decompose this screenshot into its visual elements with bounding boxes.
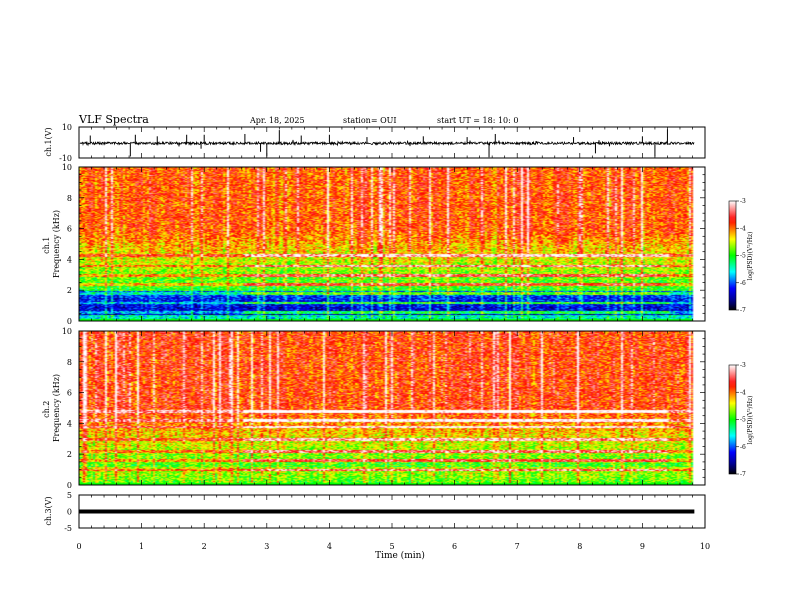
time-axis-ticklabels: 0 1 2 3 4 5 6 7 8 9 10	[76, 542, 710, 551]
ch2-colorbar-ticks: -3 -4 -5 -6 -7	[736, 362, 746, 478]
ch2-ylabel-line1: ch.2	[42, 401, 51, 418]
ch1-ylabel-line1: ch.1	[42, 237, 51, 254]
ch2-colorbar: -3 -4 -5 -6 -7 log(PSD)(V²/Hz)	[728, 362, 754, 478]
colorbar-tick-label-3: -6	[740, 280, 746, 287]
colorbar-tick-label-2: -5	[740, 417, 746, 424]
figure-title: VLF Spectra	[78, 113, 149, 126]
station-label: station= OUI	[343, 116, 397, 125]
x-tick-label-8: 8	[577, 542, 582, 551]
ch1-ytick-6: 6	[67, 225, 72, 234]
ch1-spectrogram-panel: 0 2 4 6 8 10 ch.1 Frequency (kHz)	[42, 163, 706, 326]
ch1-ytick-0: 0	[67, 317, 72, 326]
x-tick-label-1: 1	[139, 542, 144, 551]
ch2-ytick-6: 6	[67, 389, 72, 398]
x-tick-label-10: 10	[700, 542, 710, 551]
ch2-colorbar-scale	[728, 364, 737, 475]
colorbar-tick-label-1: -4	[740, 225, 746, 232]
ch1-ytick-bottom: -10	[59, 154, 72, 163]
ch2-spectrogram-panel: 0 2 4 6 8 10 ch.2 Frequency (kHz)	[42, 327, 706, 490]
ch1-waveform-trace	[79, 139, 695, 147]
ch3-waveform-panel: 5 0 -5 ch.3(V) 0 1 2 3 4 5 6 7 8 9 10 Time (min)	[44, 491, 710, 561]
x-tick-label-6: 6	[452, 542, 457, 551]
ch2-spectrogram-xticks	[78, 331, 706, 485]
time-axis-label: Time (min)	[375, 550, 425, 561]
x-tick-label-0: 0	[76, 542, 81, 551]
colorbar-tick-label-4: -7	[740, 307, 746, 314]
ch1-ytick-top: 10	[62, 123, 72, 132]
ch1-colorbar-ticks: -3 -4 -5 -6 -7	[736, 198, 746, 314]
ch1-colorbar: -3 -4 -5 -6 -7 log(PSD)(V²/Hz)	[728, 198, 754, 314]
ch2-ylabel-line2: Frequency (kHz)	[52, 374, 61, 442]
ch3-ytick-mid: 0	[67, 508, 72, 517]
ch1-spectrogram-ylabel: ch.1 Frequency (kHz)	[42, 210, 61, 278]
ch1-spectrogram-xticks	[78, 167, 706, 321]
ch2-ytick-4: 4	[67, 419, 72, 428]
ch1-waveform-panel: 10 -10 ch.1(V)	[44, 123, 706, 163]
ch2-colorbar-label: log(PSD)(V²/Hz)	[747, 396, 754, 445]
colorbar-tick-label-1: -4	[740, 389, 746, 396]
x-tick-label-3: 3	[264, 542, 269, 551]
x-tick-label-5: 5	[389, 542, 394, 551]
start-time-label: start UT = 18: 10: 0	[437, 116, 518, 125]
ch3-ytick-bottom: -5	[64, 524, 72, 533]
colorbar-tick-label-3: -6	[740, 444, 746, 451]
ch1-ytick-2: 2	[67, 286, 72, 295]
ch1-spectrogram-image	[79, 167, 705, 321]
ch1-ytick-8: 8	[67, 194, 72, 203]
x-tick-label-2: 2	[202, 542, 207, 551]
ch1-ytick-10: 10	[62, 163, 72, 172]
ch1-waveform-xticks	[78, 127, 706, 158]
x-tick-label-7: 7	[515, 542, 520, 551]
ch2-ytick-2: 2	[67, 450, 72, 459]
ch2-ytick-10: 10	[62, 327, 72, 336]
ch2-ytick-0: 0	[67, 481, 72, 490]
colorbar-tick-label-0: -3	[740, 198, 746, 205]
ch1-ylabel-line2: Frequency (kHz)	[52, 210, 61, 278]
x-tick-label-4: 4	[327, 542, 332, 551]
ch2-spectrogram-image	[79, 331, 705, 485]
ch1-colorbar-label: log(PSD)(V²/Hz)	[747, 232, 754, 281]
ch3-waveform-xticks	[78, 495, 706, 528]
date-label: Apr. 18, 2025	[249, 116, 305, 125]
ch3-ytick-top: 5	[67, 491, 72, 500]
colorbar-tick-label-4: -7	[740, 471, 746, 478]
ch2-spectrogram-yticks	[79, 330, 705, 486]
ch1-ylabel: ch.1(V)	[44, 127, 53, 156]
x-tick-label-9: 9	[640, 542, 645, 551]
ch3-ylabel: ch.3(V)	[44, 496, 53, 525]
colorbar-tick-label-2: -5	[740, 253, 746, 260]
ch2-ytick-8: 8	[67, 358, 72, 367]
colorbar-tick-label-0: -3	[740, 362, 746, 369]
ch2-spectrogram-ylabel: ch.2 Frequency (kHz)	[42, 374, 61, 442]
ch1-ytick-4: 4	[67, 255, 72, 264]
ch1-colorbar-scale	[728, 200, 737, 311]
ch1-spectrogram-yticks	[79, 166, 705, 322]
